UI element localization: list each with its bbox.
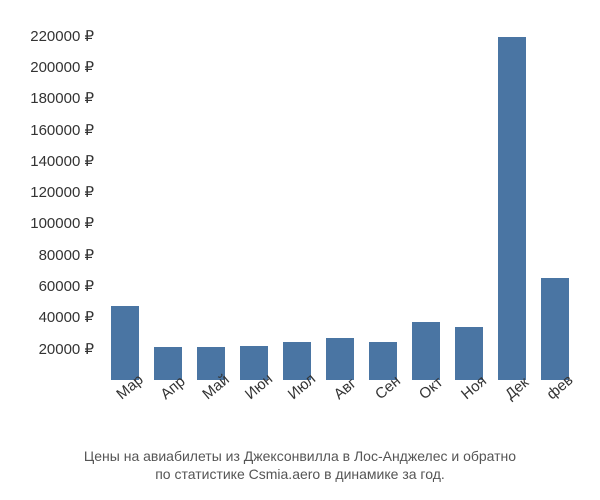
y-axis: 20000 ₽ 40000 ₽ 60000 ₽ 80000 ₽ 100000 ₽ 1200… — [0, 20, 100, 380]
bar — [498, 37, 526, 380]
x-tick: Окт — [404, 384, 447, 444]
bar-slot — [319, 20, 362, 380]
bar-slot — [533, 20, 576, 380]
y-tick-label: 20000 ₽ — [39, 340, 94, 358]
bar — [111, 306, 139, 380]
x-tick: Май — [190, 384, 233, 444]
bar-slot — [447, 20, 490, 380]
y-tick-label: 200000 ₽ — [30, 58, 94, 76]
x-tick: Мар — [104, 384, 147, 444]
bar-slot — [490, 20, 533, 380]
caption-line-2: по статистике Csmia.aero в динамике за г… — [0, 466, 600, 482]
bar-slot — [147, 20, 190, 380]
x-tick: Ноя — [447, 384, 490, 444]
y-tick-label: 80000 ₽ — [39, 246, 94, 264]
bars-group — [100, 20, 580, 380]
bar-slot — [104, 20, 147, 380]
x-tick: фев — [533, 384, 576, 444]
bar-slot — [361, 20, 404, 380]
x-tick: Авг — [319, 384, 362, 444]
x-axis: МарАпрМайИюнИюлАвгСенОктНояДекфев — [100, 384, 580, 444]
y-tick-label: 160000 ₽ — [30, 121, 94, 139]
bar — [326, 338, 354, 380]
bar-slot — [190, 20, 233, 380]
x-tick: Июн — [233, 384, 276, 444]
bar — [541, 278, 569, 380]
y-tick-label: 220000 ₽ — [30, 27, 94, 45]
bar-slot — [276, 20, 319, 380]
bar — [412, 322, 440, 380]
x-tick: Сен — [361, 384, 404, 444]
x-tick: Июл — [276, 384, 319, 444]
plot-area — [100, 20, 580, 380]
x-tick: Апр — [147, 384, 190, 444]
price-bar-chart: 20000 ₽ 40000 ₽ 60000 ₽ 80000 ₽ 100000 ₽ 1200… — [0, 0, 600, 500]
x-tick: Дек — [490, 384, 533, 444]
bar-slot — [404, 20, 447, 380]
y-tick-label: 40000 ₽ — [39, 308, 94, 326]
y-tick-label: 120000 ₽ — [30, 183, 94, 201]
caption-line-1: Цены на авиабилеты из Джексонвилла в Лос… — [0, 448, 600, 464]
bar-slot — [233, 20, 276, 380]
y-tick-label: 100000 ₽ — [30, 214, 94, 232]
y-tick-label: 140000 ₽ — [30, 152, 94, 170]
y-tick-label: 60000 ₽ — [39, 277, 94, 295]
y-tick-label: 180000 ₽ — [30, 89, 94, 107]
